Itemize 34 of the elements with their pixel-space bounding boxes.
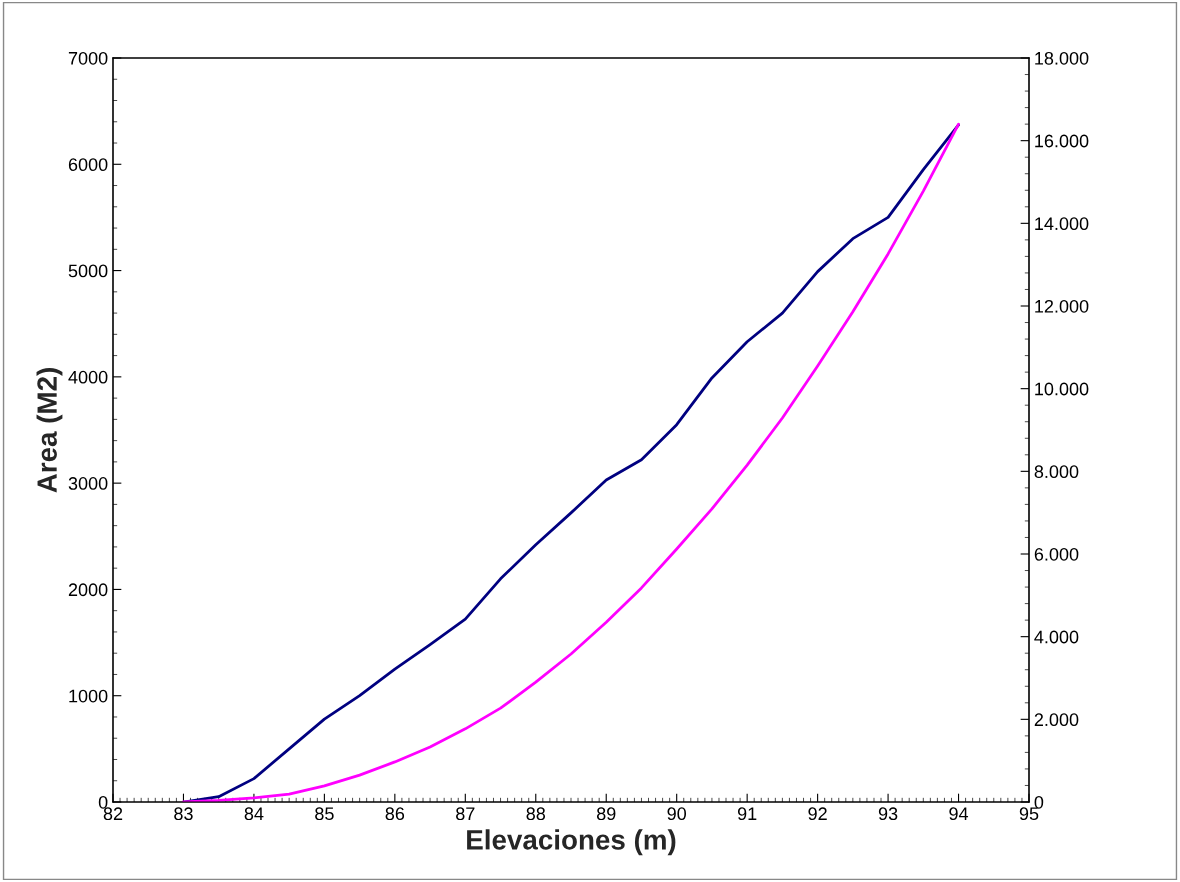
y2-tick-label: 8.000	[1034, 465, 1079, 479]
x-tick-label: 89	[596, 807, 616, 821]
x-tick-label: 84	[244, 807, 264, 821]
y2-tick-label: 12.000	[1035, 299, 1089, 313]
y-tick-label: 2000	[68, 583, 108, 597]
y2-tick-label: 6.000	[1034, 547, 1079, 561]
y-tick-label: 6000	[68, 158, 108, 172]
x-axis-title: Elevaciones (m)	[467, 829, 676, 856]
x-tick-label: 93	[878, 807, 898, 821]
x-tick-label: 83	[174, 807, 193, 821]
y-tick-label: 4000	[68, 370, 108, 384]
y-tick-label: 3000	[68, 477, 108, 490]
x-tick-label: 95	[1019, 807, 1039, 821]
x-tick-label: 91	[737, 807, 757, 821]
y2-tick-label: 2.000	[1034, 713, 1079, 727]
y2-tick-label: 16.000	[1035, 134, 1089, 148]
y2-tick-label: 10.000	[1035, 382, 1089, 396]
x-tick-label: 92	[808, 807, 827, 821]
y-tick-label: 0	[98, 795, 108, 809]
x-tick-label: 94	[949, 807, 969, 821]
x-tick-label: 90	[667, 807, 687, 821]
y2-tick-label: 14.000	[1035, 217, 1089, 231]
y2-tick-label: 18.000	[1035, 51, 1089, 65]
y-tick-label: 1000	[69, 689, 108, 703]
y-axis-title: Area (M2)	[36, 368, 63, 493]
y2-tick-label: 0	[1034, 795, 1044, 809]
x-tick-label: 86	[385, 807, 405, 821]
y-tick-label: 5000	[68, 264, 108, 278]
y-tick-label: 7000	[68, 51, 108, 65]
y2-tick-label: 4.000	[1034, 630, 1079, 644]
x-tick-label: 87	[456, 807, 475, 821]
x-tick-label: 88	[526, 807, 546, 821]
x-tick-label: 85	[315, 807, 334, 821]
x-tick-label: 82	[103, 807, 123, 821]
